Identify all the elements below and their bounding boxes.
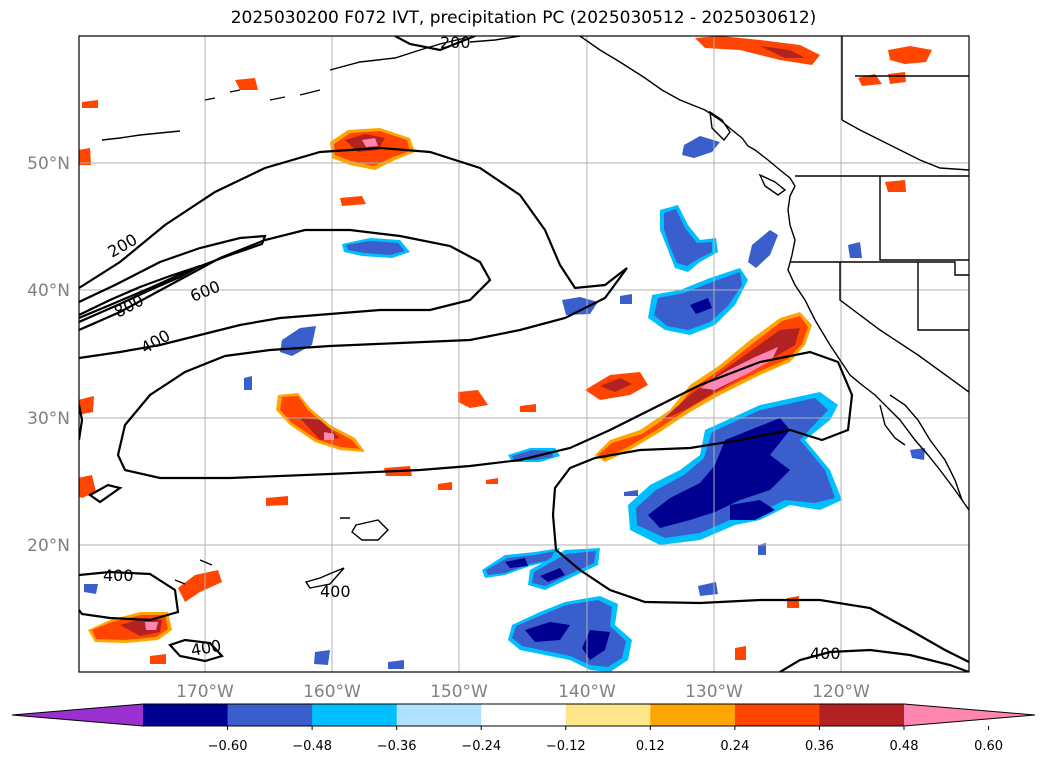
contour-label: 400 (103, 566, 134, 585)
neg-core-large (648, 418, 790, 528)
lat-label: 20°N (27, 536, 70, 556)
contour-800 (79, 264, 201, 324)
latitude-labels: 50°N 40°N 30°N 20°N (27, 154, 70, 556)
map-border (78, 35, 970, 673)
colorbar-bin (312, 704, 398, 726)
colorbar-tick-label: −0.48 (292, 739, 332, 754)
lon-label: 160°W (303, 682, 361, 702)
colorbar-bin (565, 704, 651, 726)
lon-label: 120°W (812, 682, 870, 702)
positive-anomaly-regions (79, 36, 932, 664)
colorbar-tick-label: −0.60 (208, 739, 248, 754)
graticule (79, 36, 969, 672)
map-title: 2025030200 F072 IVT, precipitation PC (2… (230, 8, 817, 28)
contour-200-outer (79, 146, 969, 663)
contour-600 (79, 234, 267, 320)
contour-400-lower (779, 648, 969, 672)
colorbar-bin (819, 704, 905, 726)
lat-label: 30°N (27, 409, 70, 429)
colorbar-bin (143, 704, 229, 726)
lon-label: 170°W (176, 682, 234, 702)
colorbar-extend-low (12, 704, 143, 726)
ivt-contours (79, 36, 969, 672)
lon-label: 130°W (685, 682, 743, 702)
colorbar-tick-label: 0.36 (805, 739, 834, 754)
colorbar-tick-label: 0.60 (974, 739, 1003, 754)
colorbar-bin (734, 704, 820, 726)
colorbar-bin (481, 704, 567, 726)
contour-label: 400 (810, 644, 841, 663)
lon-label: 150°W (430, 682, 488, 702)
colorbar-tick-label: −0.24 (461, 739, 501, 754)
coastlines (101, 36, 969, 589)
colorbar-tick-label: 0.24 (720, 739, 749, 754)
contour-label: 200 (440, 33, 471, 52)
contour-label: 400 (320, 582, 351, 601)
contour-400 (79, 228, 492, 360)
colorbar-tick-label: −0.12 (546, 739, 586, 754)
colorbar: −0.60 −0.48 −0.36 −0.24 −0.12 0.12 0.24 0.36 0.4… (11, 703, 1036, 754)
colorbar-tick-label: 0.48 (890, 739, 919, 754)
colorbar-bin (227, 704, 313, 726)
contour-400-south (79, 570, 180, 622)
colorbar-tick-label: −0.36 (377, 739, 417, 754)
colorbar-outline (11, 703, 1036, 727)
lat-label: 40°N (27, 281, 70, 301)
colorbar-bin (650, 704, 736, 726)
pos-core-main (700, 347, 778, 390)
colorbar-tick-label: 0.12 (636, 739, 665, 754)
longitude-labels: 170°W 160°W 150°W 140°W 130°W 120°W (176, 682, 870, 702)
contour-400-hawaii (168, 638, 225, 663)
colorbar-bin (396, 704, 482, 726)
colorbar-extend-high (904, 704, 1035, 726)
lon-label: 140°W (558, 682, 616, 702)
lat-label: 50°N (27, 154, 70, 174)
